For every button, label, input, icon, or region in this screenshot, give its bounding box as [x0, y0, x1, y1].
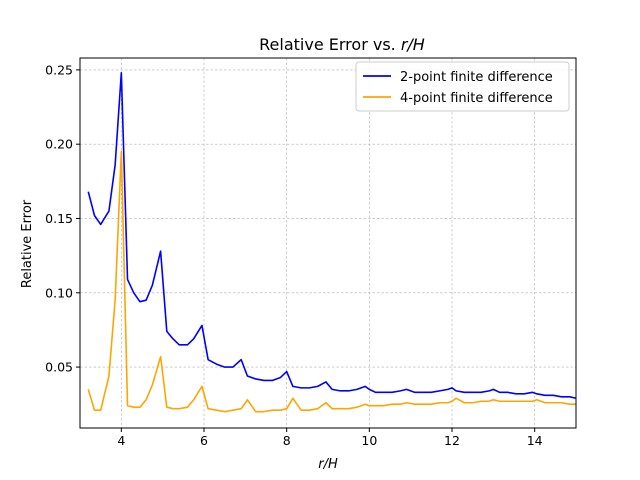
- x-tick-label: 6: [200, 433, 208, 448]
- x-tick-label: 8: [283, 433, 291, 448]
- x-tick-label: 12: [444, 433, 460, 448]
- x-tick-label: 14: [527, 433, 543, 448]
- plot-frame: [79, 57, 577, 429]
- y-tick-label: 0.10: [45, 285, 73, 300]
- chart-title: Relative Error vs. r/H: [259, 35, 425, 54]
- x-axis-label: r/H: [318, 457, 338, 472]
- legend-label-2-point: 2-point finite difference: [400, 70, 553, 85]
- legend-box: [355, 61, 570, 112]
- title-rh: r/H: [401, 35, 425, 54]
- series-lines: [87, 72, 577, 413]
- y-tick-label: 0.05: [45, 360, 73, 375]
- y-tick-label: 0.20: [45, 137, 73, 152]
- y-tick-label: 0.15: [45, 211, 73, 226]
- x-tick-label: 10: [361, 433, 377, 448]
- legend-label-4-point: 4-point finite difference: [400, 91, 553, 106]
- series-line-4-point: [87, 150, 576, 413]
- x-tick-label: 4: [117, 433, 125, 448]
- y-axis-label: Relative Error: [20, 199, 35, 288]
- axis-ticks: 4 6 8 10 12 14 0.05 0.10 0.15 0.20 0.25: [45, 62, 543, 448]
- grid: [80, 58, 576, 428]
- legend: 2-point finite difference 4-point finite…: [355, 61, 570, 112]
- y-tick-label: 0.25: [45, 62, 73, 77]
- series-line-2-point: [87, 72, 577, 400]
- title-prefix: Relative Error vs.: [259, 35, 401, 54]
